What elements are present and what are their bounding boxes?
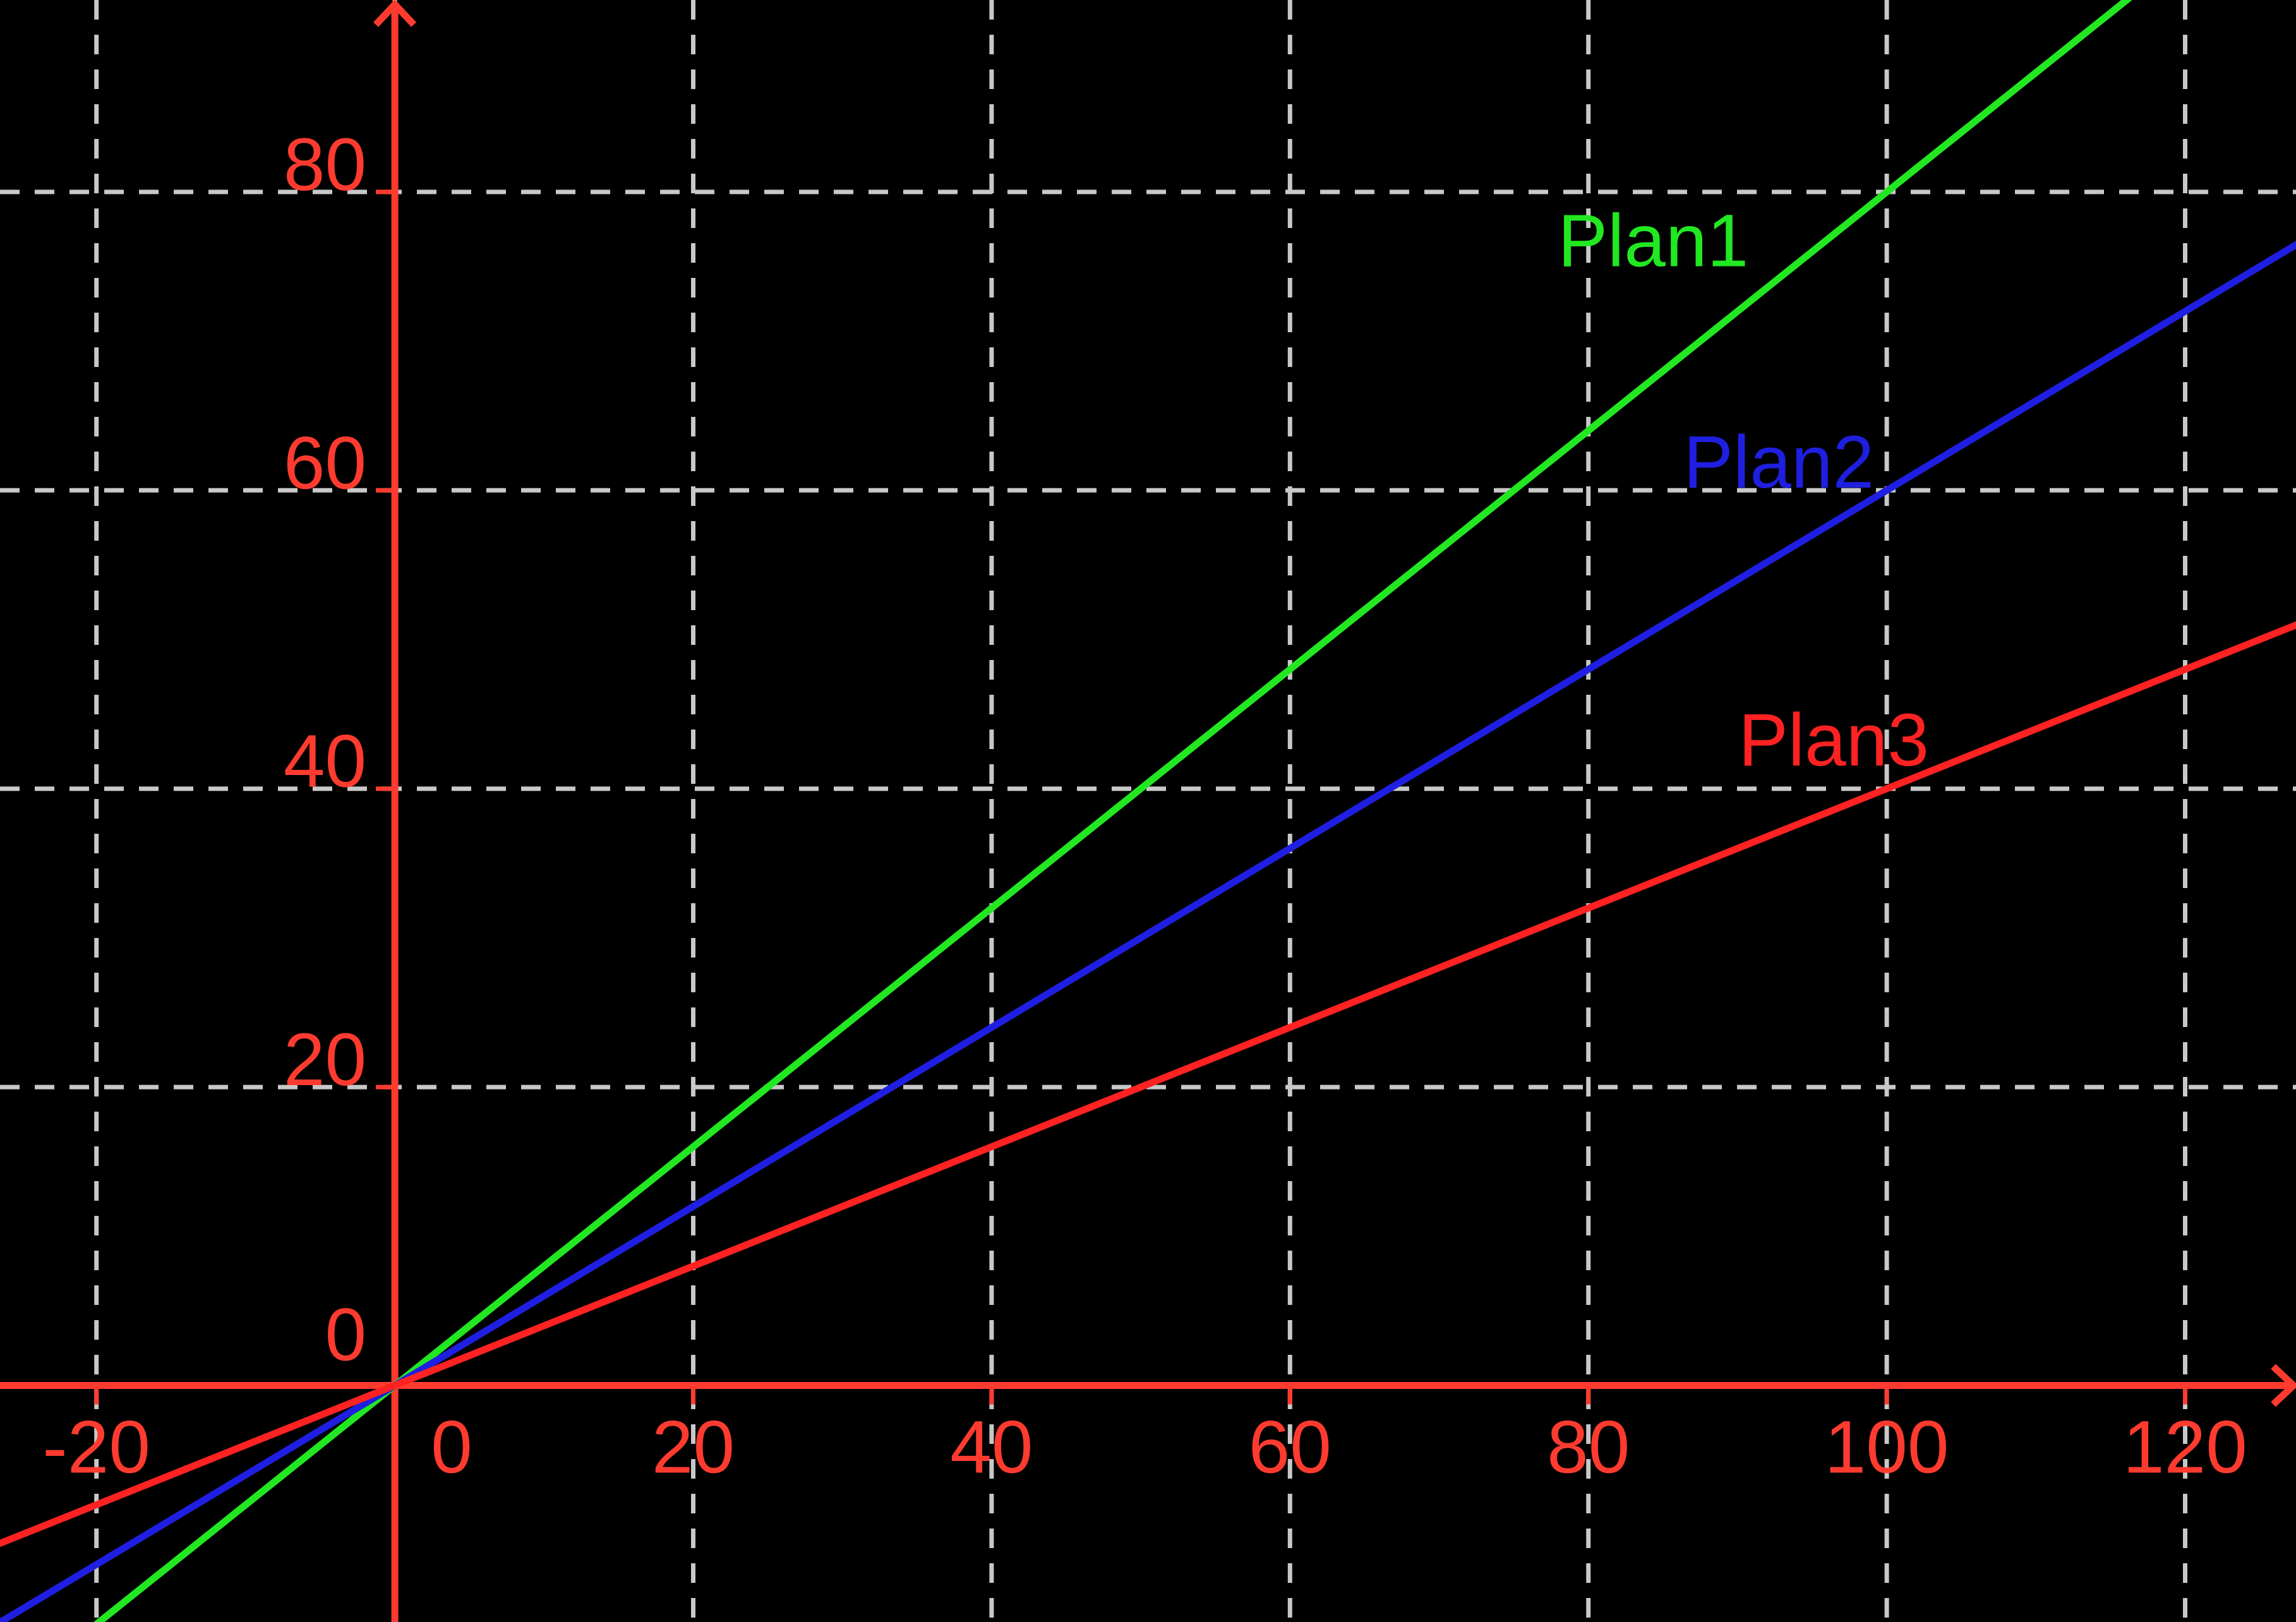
svg-text:20: 20 — [652, 1406, 735, 1489]
svg-text:80: 80 — [1547, 1406, 1630, 1489]
svg-text:20: 20 — [284, 1018, 366, 1102]
svg-text:60: 60 — [1249, 1406, 1331, 1489]
svg-text:0: 0 — [431, 1406, 472, 1489]
svg-text:Plan3: Plan3 — [1738, 699, 1929, 782]
svg-text:100: 100 — [1825, 1406, 1949, 1489]
svg-text:60: 60 — [284, 421, 366, 505]
svg-text:40: 40 — [284, 720, 366, 803]
svg-text:40: 40 — [950, 1406, 1033, 1489]
svg-text:-20: -20 — [42, 1406, 150, 1489]
svg-text:0: 0 — [325, 1294, 366, 1377]
svg-text:80: 80 — [284, 123, 366, 207]
svg-text:120: 120 — [2123, 1406, 2247, 1489]
svg-text:Plan2: Plan2 — [1683, 421, 1874, 504]
svg-text:Plan1: Plan1 — [1558, 200, 1748, 283]
